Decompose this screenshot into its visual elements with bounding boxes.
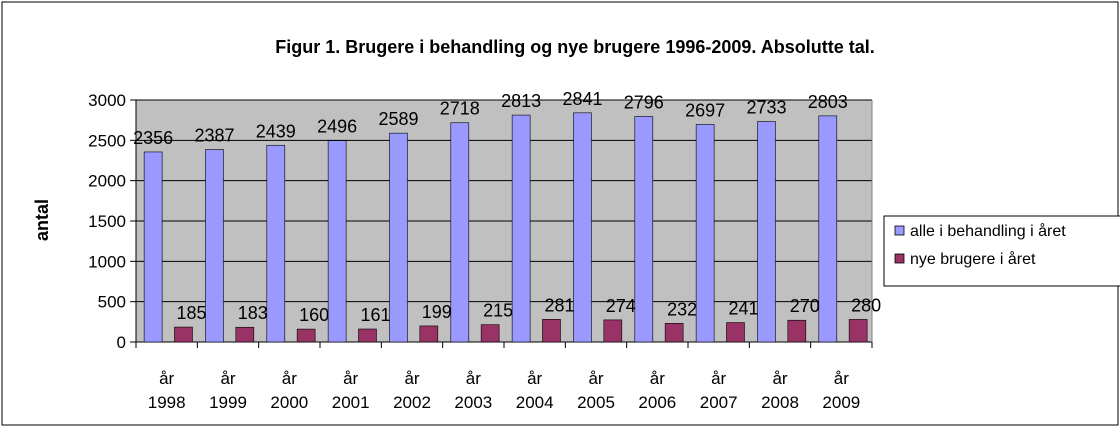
data-label: 215 xyxy=(483,301,513,321)
x-tick-label: år xyxy=(466,369,481,388)
data-label: 2356 xyxy=(133,128,173,148)
x-tick-label: 2000 xyxy=(270,393,308,412)
bar-alle-5 xyxy=(450,122,470,343)
bar-nye-2 xyxy=(296,328,316,343)
data-label: 199 xyxy=(422,302,452,322)
x-tick-label: år xyxy=(711,369,726,388)
bar-nye-4 xyxy=(419,325,439,343)
data-label: 2803 xyxy=(808,92,848,112)
bar-alle-10 xyxy=(757,121,776,343)
x-tick-label: år xyxy=(650,369,665,388)
data-label: 281 xyxy=(544,295,574,315)
data-label: 2697 xyxy=(685,100,725,120)
legend: alle i behandling i året nye brugere i år… xyxy=(883,215,1120,287)
data-label: 274 xyxy=(606,296,636,316)
bar-alle-4 xyxy=(389,132,408,343)
legend-label: alle i behandling i året xyxy=(910,222,1066,240)
bar-nye-3 xyxy=(358,328,377,343)
x-tick-label: 1999 xyxy=(209,393,247,412)
data-label: 270 xyxy=(790,296,820,316)
x-tick-label: år xyxy=(343,369,358,388)
bar-nye-5 xyxy=(480,324,500,343)
x-tick-label: 2005 xyxy=(577,393,615,412)
x-tick-label: 2003 xyxy=(454,393,492,412)
bar-alle-7 xyxy=(573,112,592,343)
x-tick-label: 2004 xyxy=(516,393,554,412)
bar-nye-10 xyxy=(787,319,807,343)
bar-alle-1 xyxy=(205,149,224,343)
data-label: 280 xyxy=(851,295,881,315)
data-label: 160 xyxy=(299,305,329,325)
x-tick-label: år xyxy=(527,369,542,388)
x-tick-label: år xyxy=(159,369,174,388)
bar-nye-9 xyxy=(726,322,745,343)
bar-alle-3 xyxy=(327,140,347,343)
x-tick-label: 2006 xyxy=(638,393,676,412)
data-label: 241 xyxy=(728,299,758,319)
bar-nye-8 xyxy=(664,322,684,343)
x-tick-label: år xyxy=(588,369,603,388)
legend-label: nye brugere i året xyxy=(910,250,1036,268)
data-label: 2841 xyxy=(562,89,602,109)
y-tick-label: 1500 xyxy=(88,212,126,231)
legend-swatch xyxy=(894,225,905,236)
x-tick-label: 2007 xyxy=(700,393,738,412)
bar-alle-0 xyxy=(143,151,163,343)
y-tick-label: 500 xyxy=(98,293,126,312)
data-label: 185 xyxy=(176,303,206,323)
bar-nye-7 xyxy=(603,319,623,343)
bar-alle-6 xyxy=(511,114,531,343)
bar-nye-1 xyxy=(235,326,255,343)
x-tick-label: år xyxy=(834,369,849,388)
x-tick-label: år xyxy=(772,369,787,388)
data-label: 2496 xyxy=(317,117,357,137)
y-tick-label: 2000 xyxy=(88,172,126,191)
x-tick-label: 2009 xyxy=(822,393,860,412)
y-tick-label: 3000 xyxy=(88,91,126,110)
legend-box xyxy=(883,215,1120,287)
x-tick-label: år xyxy=(404,369,419,388)
x-tick-label: år xyxy=(220,369,235,388)
y-axis-title: antal xyxy=(32,199,52,241)
bar-nye-11 xyxy=(848,319,868,343)
bar-nye-0 xyxy=(174,326,193,343)
y-tick-label: 2500 xyxy=(88,131,126,150)
bar-alle-2 xyxy=(266,144,286,343)
x-tick-label: 2008 xyxy=(761,393,799,412)
x-tick-label: år xyxy=(282,369,297,388)
chart-title: Figur 1. Brugere i behandling og nye bru… xyxy=(275,37,874,57)
data-label: 2813 xyxy=(501,91,541,111)
data-label: 2439 xyxy=(256,121,296,141)
data-label: 232 xyxy=(667,299,697,319)
x-tick-label: 1998 xyxy=(148,393,186,412)
bar-alle-11 xyxy=(818,115,838,343)
bar-alle-9 xyxy=(695,124,715,343)
legend-swatch xyxy=(894,253,905,264)
data-label: 2387 xyxy=(194,125,234,145)
data-label: 2733 xyxy=(746,98,786,118)
x-tick-label: 2002 xyxy=(393,393,431,412)
plot-area-group: 0 500 1000 1500 2000 2500 3000 år 1998 år 1999 år 20… xyxy=(88,89,881,412)
bar-alle-8 xyxy=(634,116,654,343)
y-tick-label: 1000 xyxy=(88,252,126,271)
y-tick-label: 0 xyxy=(117,333,126,352)
data-label: 183 xyxy=(238,303,268,323)
bar-nye-6 xyxy=(542,319,561,343)
data-label: 2589 xyxy=(378,109,418,129)
data-label: 2796 xyxy=(624,92,664,112)
x-tick-label: 2001 xyxy=(332,393,370,412)
data-label: 2718 xyxy=(440,99,480,119)
data-label: 161 xyxy=(360,305,390,325)
